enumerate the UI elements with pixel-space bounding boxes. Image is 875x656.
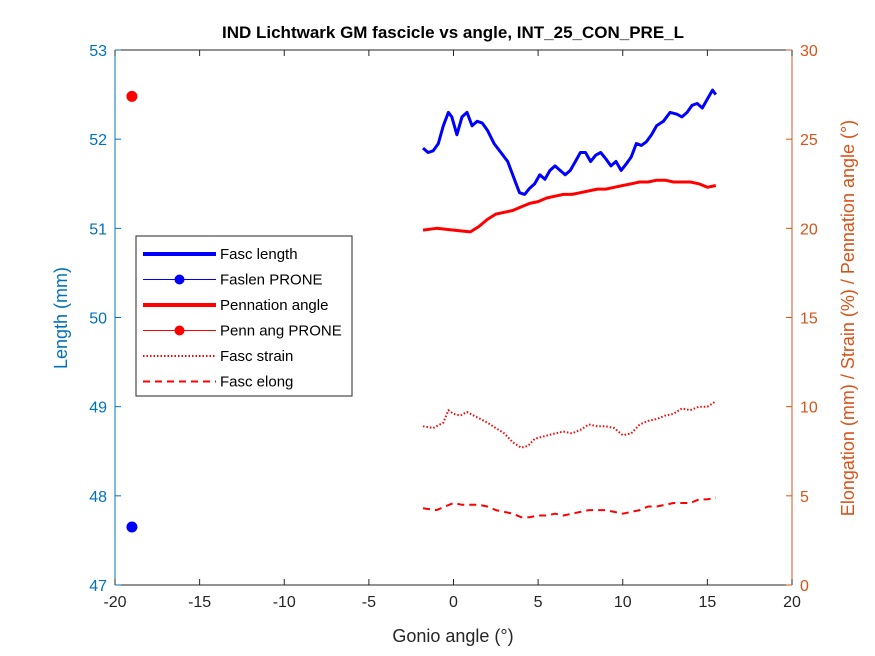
x-tick-label: 0 (449, 594, 458, 611)
series-line-fasc-elong (422, 496, 717, 519)
x-tick-label: 20 (783, 594, 801, 611)
legend-label-fasc-strain: Fasc strain (220, 348, 293, 365)
y-tick-label-left: 52 (89, 132, 107, 149)
legend-marker-faslen-prone (174, 274, 185, 285)
legend-label-penn-ang-prone: Penn ang PRONE (220, 323, 342, 340)
legend: Fasc length Faslen PRONE Pennation angle Pe… (135, 235, 353, 397)
x-tick-label: 5 (534, 594, 543, 611)
y-tick-label-left: 51 (89, 221, 107, 238)
y-tick-label-right: 0 (800, 578, 809, 595)
y-axis-label-right: Elongation (mm) / Strain (%) / Pennation… (838, 120, 858, 516)
ticks-layer: -20 -15 -10 -5 0 5 10 15 20 47 48 49 50 51 52 53 0 5 10 15 2… (89, 43, 818, 611)
y-tick-label-right: 5 (800, 489, 809, 506)
y-tick-label-right: 10 (800, 400, 818, 417)
legend-marker-penn-ang-prone (174, 325, 185, 336)
legend-label-fasc-length: Fasc length (220, 246, 298, 263)
y-tick-label-left: 47 (89, 578, 107, 595)
y-tick-label-right: 25 (800, 132, 818, 149)
y-axis-label-left: Length (mm) (51, 267, 71, 369)
y-tick-label-right: 20 (800, 221, 818, 238)
chart-title: IND Lichtwark GM fascicle vs angle, INT_… (222, 23, 684, 42)
legend-label-fasc-elong: Fasc elong (220, 374, 293, 391)
legend-box (135, 235, 353, 397)
series-layer (126, 88, 718, 533)
x-tick-label: -10 (273, 594, 296, 611)
series-line-fasc-strain (422, 400, 717, 449)
series-point-penn-ang-prone (126, 90, 138, 102)
x-tick-label: -15 (188, 594, 211, 611)
legend-label-pennation-angle: Pennation angle (220, 297, 328, 314)
x-tick-label: 15 (698, 594, 716, 611)
y-tick-label-right: 30 (800, 43, 818, 60)
series-point-faslen-prone (126, 521, 138, 533)
x-tick-label: 10 (614, 594, 632, 611)
x-axis-label: Gonio angle (°) (392, 626, 513, 646)
y-tick-label-left: 49 (89, 400, 107, 417)
series-line-fasc-length (422, 88, 718, 196)
y-tick-label-right: 15 (800, 311, 818, 328)
y-tick-label-left: 53 (89, 43, 107, 60)
x-tick-label: -5 (362, 594, 376, 611)
x-tick-label: -20 (103, 594, 126, 611)
y-tick-label-left: 48 (89, 489, 107, 506)
legend-label-faslen-prone: Faslen PRONE (220, 272, 323, 289)
y-tick-label-left: 50 (89, 311, 107, 328)
legend-items: Fasc length Faslen PRONE Pennation angle Pe… (143, 246, 342, 391)
series-line-pennation-angle (422, 178, 717, 234)
